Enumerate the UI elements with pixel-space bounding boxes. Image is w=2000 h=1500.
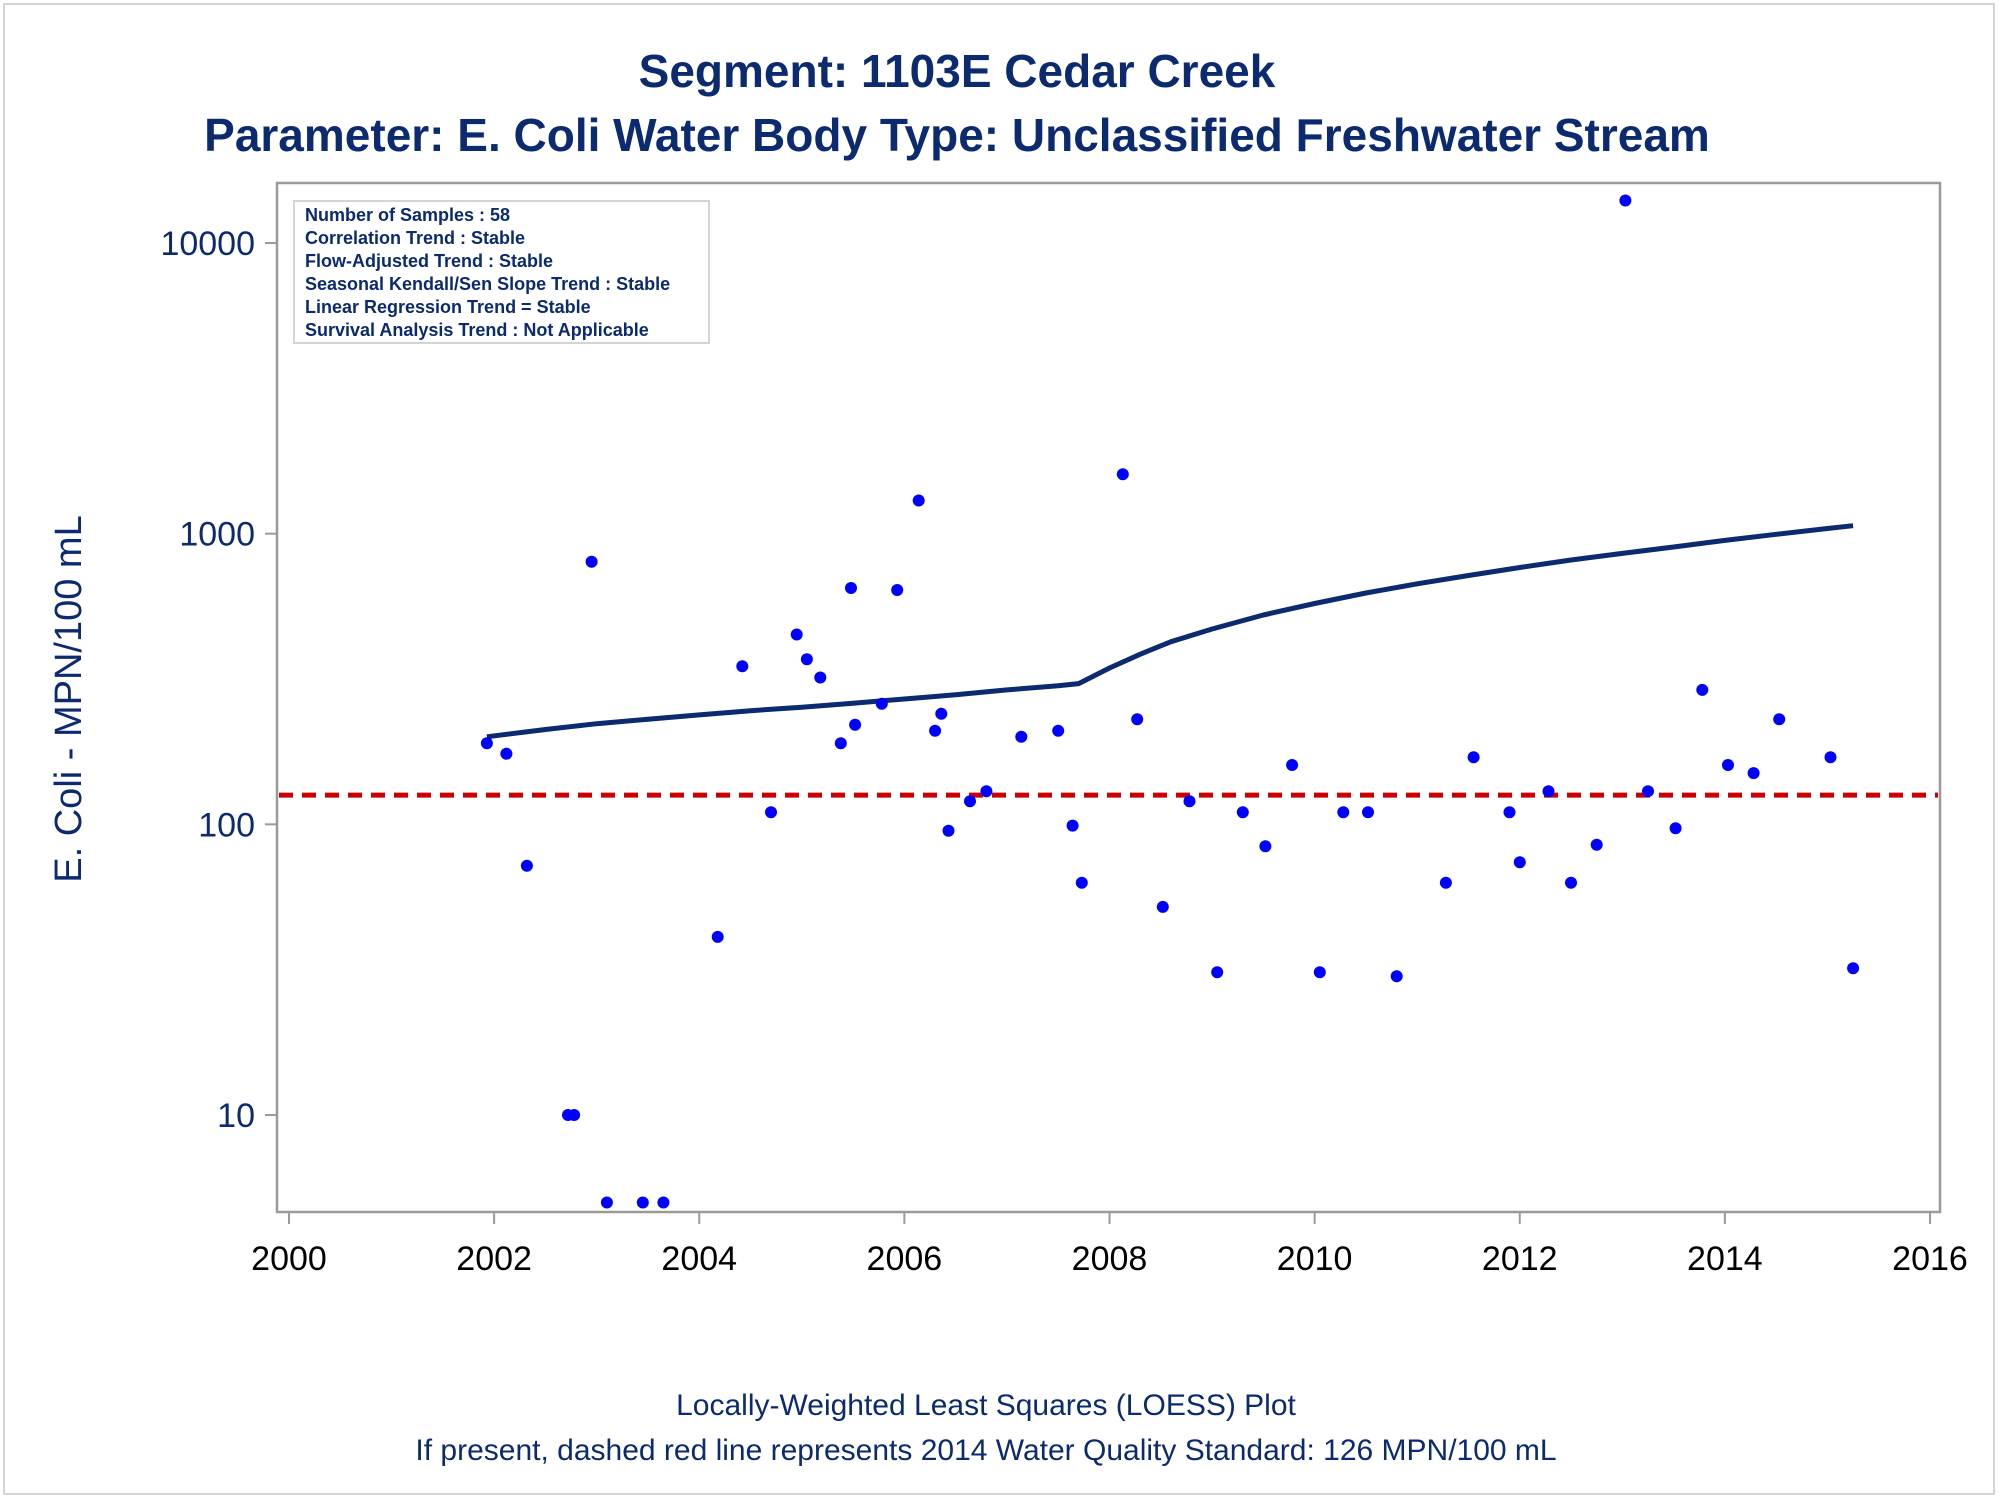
data-point [1824, 751, 1837, 764]
data-point [765, 806, 777, 819]
x-tick-label: 2016 [1892, 1240, 1968, 1278]
info-line: Flow-Adjusted Trend : Stable [305, 251, 553, 271]
data-point [1565, 876, 1577, 889]
data-point [964, 795, 976, 808]
footnote-line1: Locally-Weighted Least Squares (LOESS) P… [676, 1389, 1296, 1422]
data-point [1015, 730, 1028, 743]
data-point [711, 930, 724, 943]
data-point [814, 671, 827, 684]
data-point [500, 747, 513, 760]
x-tick-label: 2012 [1482, 1240, 1558, 1278]
info-box: Number of Samples : 58 Correlation Trend… [293, 200, 710, 344]
info-line: Correlation Trend : Stable [305, 228, 525, 248]
data-point [1075, 876, 1088, 889]
data-point [912, 494, 925, 507]
data-point [1696, 683, 1709, 696]
info-line: Survival Analysis Trend : Not Applicable [305, 320, 649, 340]
data-point [1722, 759, 1734, 771]
data-point [834, 737, 847, 750]
data-point [1183, 795, 1196, 808]
data-point [657, 1196, 670, 1209]
data-point [849, 718, 862, 731]
data-point [1116, 468, 1129, 481]
data-point [1439, 876, 1452, 889]
x-tick-label: 2004 [661, 1240, 737, 1278]
data-point [600, 1196, 613, 1209]
data-point [1669, 822, 1682, 835]
data-point [636, 1196, 649, 1209]
data-point [1156, 900, 1169, 913]
x-tick-label: 2010 [1277, 1240, 1353, 1278]
data-point [1467, 751, 1480, 764]
data-point [929, 724, 942, 737]
data-point [1337, 806, 1350, 819]
data-point [1259, 840, 1272, 853]
data-point [1513, 856, 1526, 869]
y-axis-label: E. Coli - MPN/100 mL [48, 515, 90, 882]
data-point [520, 859, 533, 872]
data-point [891, 584, 904, 596]
data-point [480, 737, 493, 750]
data-point [1066, 819, 1079, 832]
loess-curve [486, 523, 1854, 740]
info-line: Linear Regression Trend = Stable [305, 297, 591, 317]
data-point [1642, 785, 1654, 798]
data-point [1362, 806, 1374, 819]
data-point [1590, 838, 1603, 851]
data-point [1847, 962, 1860, 975]
data-point [1052, 724, 1065, 737]
data-point [1503, 806, 1516, 819]
data-point [935, 707, 948, 720]
y-tick-label: 100 [198, 806, 255, 844]
chart-title-line2: Parameter: E. Coli Water Body Type: Uncl… [204, 109, 1710, 161]
data-point [942, 824, 955, 837]
data-point [800, 653, 813, 666]
data-point [585, 555, 598, 568]
data-point [736, 660, 749, 673]
data-point [568, 1109, 581, 1121]
data-point [1236, 806, 1249, 819]
data-point [1390, 970, 1403, 983]
info-box-border [293, 200, 710, 344]
chart-canvas: Segment: 1103E Cedar Creek Parameter: E.… [48, 45, 1968, 1467]
y-tick-label: 10000 [160, 225, 255, 263]
data-point [1286, 759, 1299, 771]
data-point [1313, 966, 1326, 979]
data-point [1747, 767, 1760, 780]
footnote-line2: If present, dashed red line represents 2… [415, 1434, 1556, 1467]
data-point [875, 697, 888, 710]
x-tick-label: 2006 [867, 1240, 943, 1278]
chart-title-line1: Segment: 1103E Cedar Creek [639, 45, 1276, 97]
data-point [1619, 194, 1632, 207]
data-point [1131, 713, 1144, 726]
plot-area: 10 100 1000 10000 2000 2002 2004 2006 2008 2010 20… [160, 181, 1968, 1278]
data-point [1542, 785, 1555, 798]
data-point [980, 785, 993, 798]
data-point [1773, 713, 1786, 726]
y-tick-label: 10 [217, 1097, 255, 1135]
data-point [1211, 966, 1224, 979]
data-point [845, 582, 857, 594]
x-tick-label: 2000 [251, 1240, 327, 1278]
info-line: Seasonal Kendall/Sen Slope Trend : Stabl… [305, 274, 670, 294]
chart-frame: Segment: 1103E Cedar Creek Parameter: E.… [3, 3, 1995, 1495]
data-point [790, 628, 803, 641]
y-tick-label: 1000 [179, 516, 255, 554]
info-line: Number of Samples : 58 [305, 205, 510, 225]
x-tick-label: 2014 [1687, 1240, 1763, 1278]
x-tick-label: 2002 [456, 1240, 532, 1278]
x-tick-label: 2008 [1072, 1240, 1148, 1278]
